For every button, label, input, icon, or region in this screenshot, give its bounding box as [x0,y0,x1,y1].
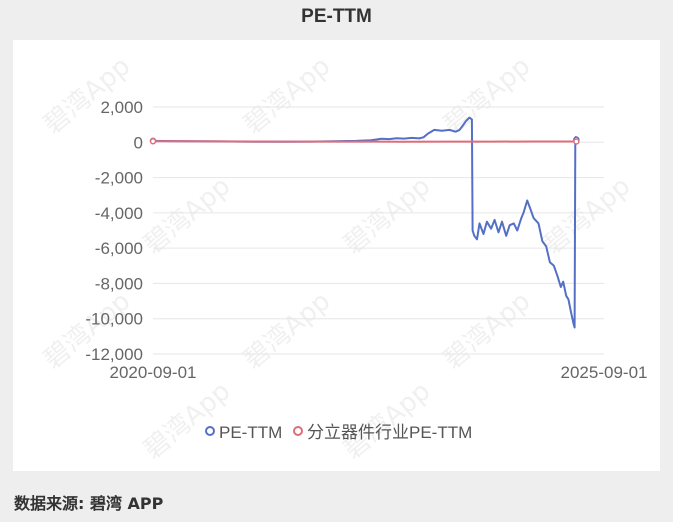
x-tick-label: 2020-09-01 [110,363,197,382]
legend-label: PE-TTM [219,423,282,442]
watermark-text: 碧湾App [438,51,536,140]
x-tick-label: 2025-09-01 [561,363,648,382]
legend-marker [205,426,215,436]
legend-marker [293,426,303,436]
y-tick-label: -10,000 [85,310,143,329]
y-tick-label: 2,000 [100,98,143,117]
series-line [152,140,577,143]
series-line [152,116,578,329]
x-axis-ticks: 2020-09-01 2025-09-01 [110,363,648,382]
series-point [573,138,580,145]
y-tick-label: -6,000 [95,239,143,258]
y-tick-label: -12,000 [85,345,143,364]
chart-panel: 碧湾App 碧湾App 碧湾App 碧湾App 碧湾App 碧湾App 碧湾App 碧湾App… [13,40,660,471]
watermark-text: 碧湾App [238,286,336,375]
watermark-text: 碧湾App [538,171,636,260]
watermark-text: 碧湾App [338,376,436,465]
legend-label: 分立器件行业PE-TTM [307,423,472,442]
watermark-text: 碧湾App [138,376,236,465]
chart-title: PE-TTM [301,6,372,27]
data-source-note: 数据来源: 碧湾 APP [14,494,164,513]
legend: PE-TTM 分立器件行业PE-TTM [205,423,472,442]
y-axis-ticks: 2,000 0 -2,000 -4,000 -6,000 -8,000 -10,000 -12… [85,98,143,364]
y-tick-label: -4,000 [95,204,143,223]
watermark-text: 碧湾App [38,51,136,140]
watermark-text: 碧湾App [138,171,236,260]
series-layer [149,116,580,329]
watermark-text: 碧湾App [438,286,536,375]
watermark-text: 碧湾App [338,171,436,260]
y-tick-label: 0 [134,133,143,152]
y-tick-label: -2,000 [95,169,143,188]
y-tick-label: -8,000 [95,274,143,293]
series-point [149,137,157,145]
watermark-text: 碧湾App [238,51,336,140]
